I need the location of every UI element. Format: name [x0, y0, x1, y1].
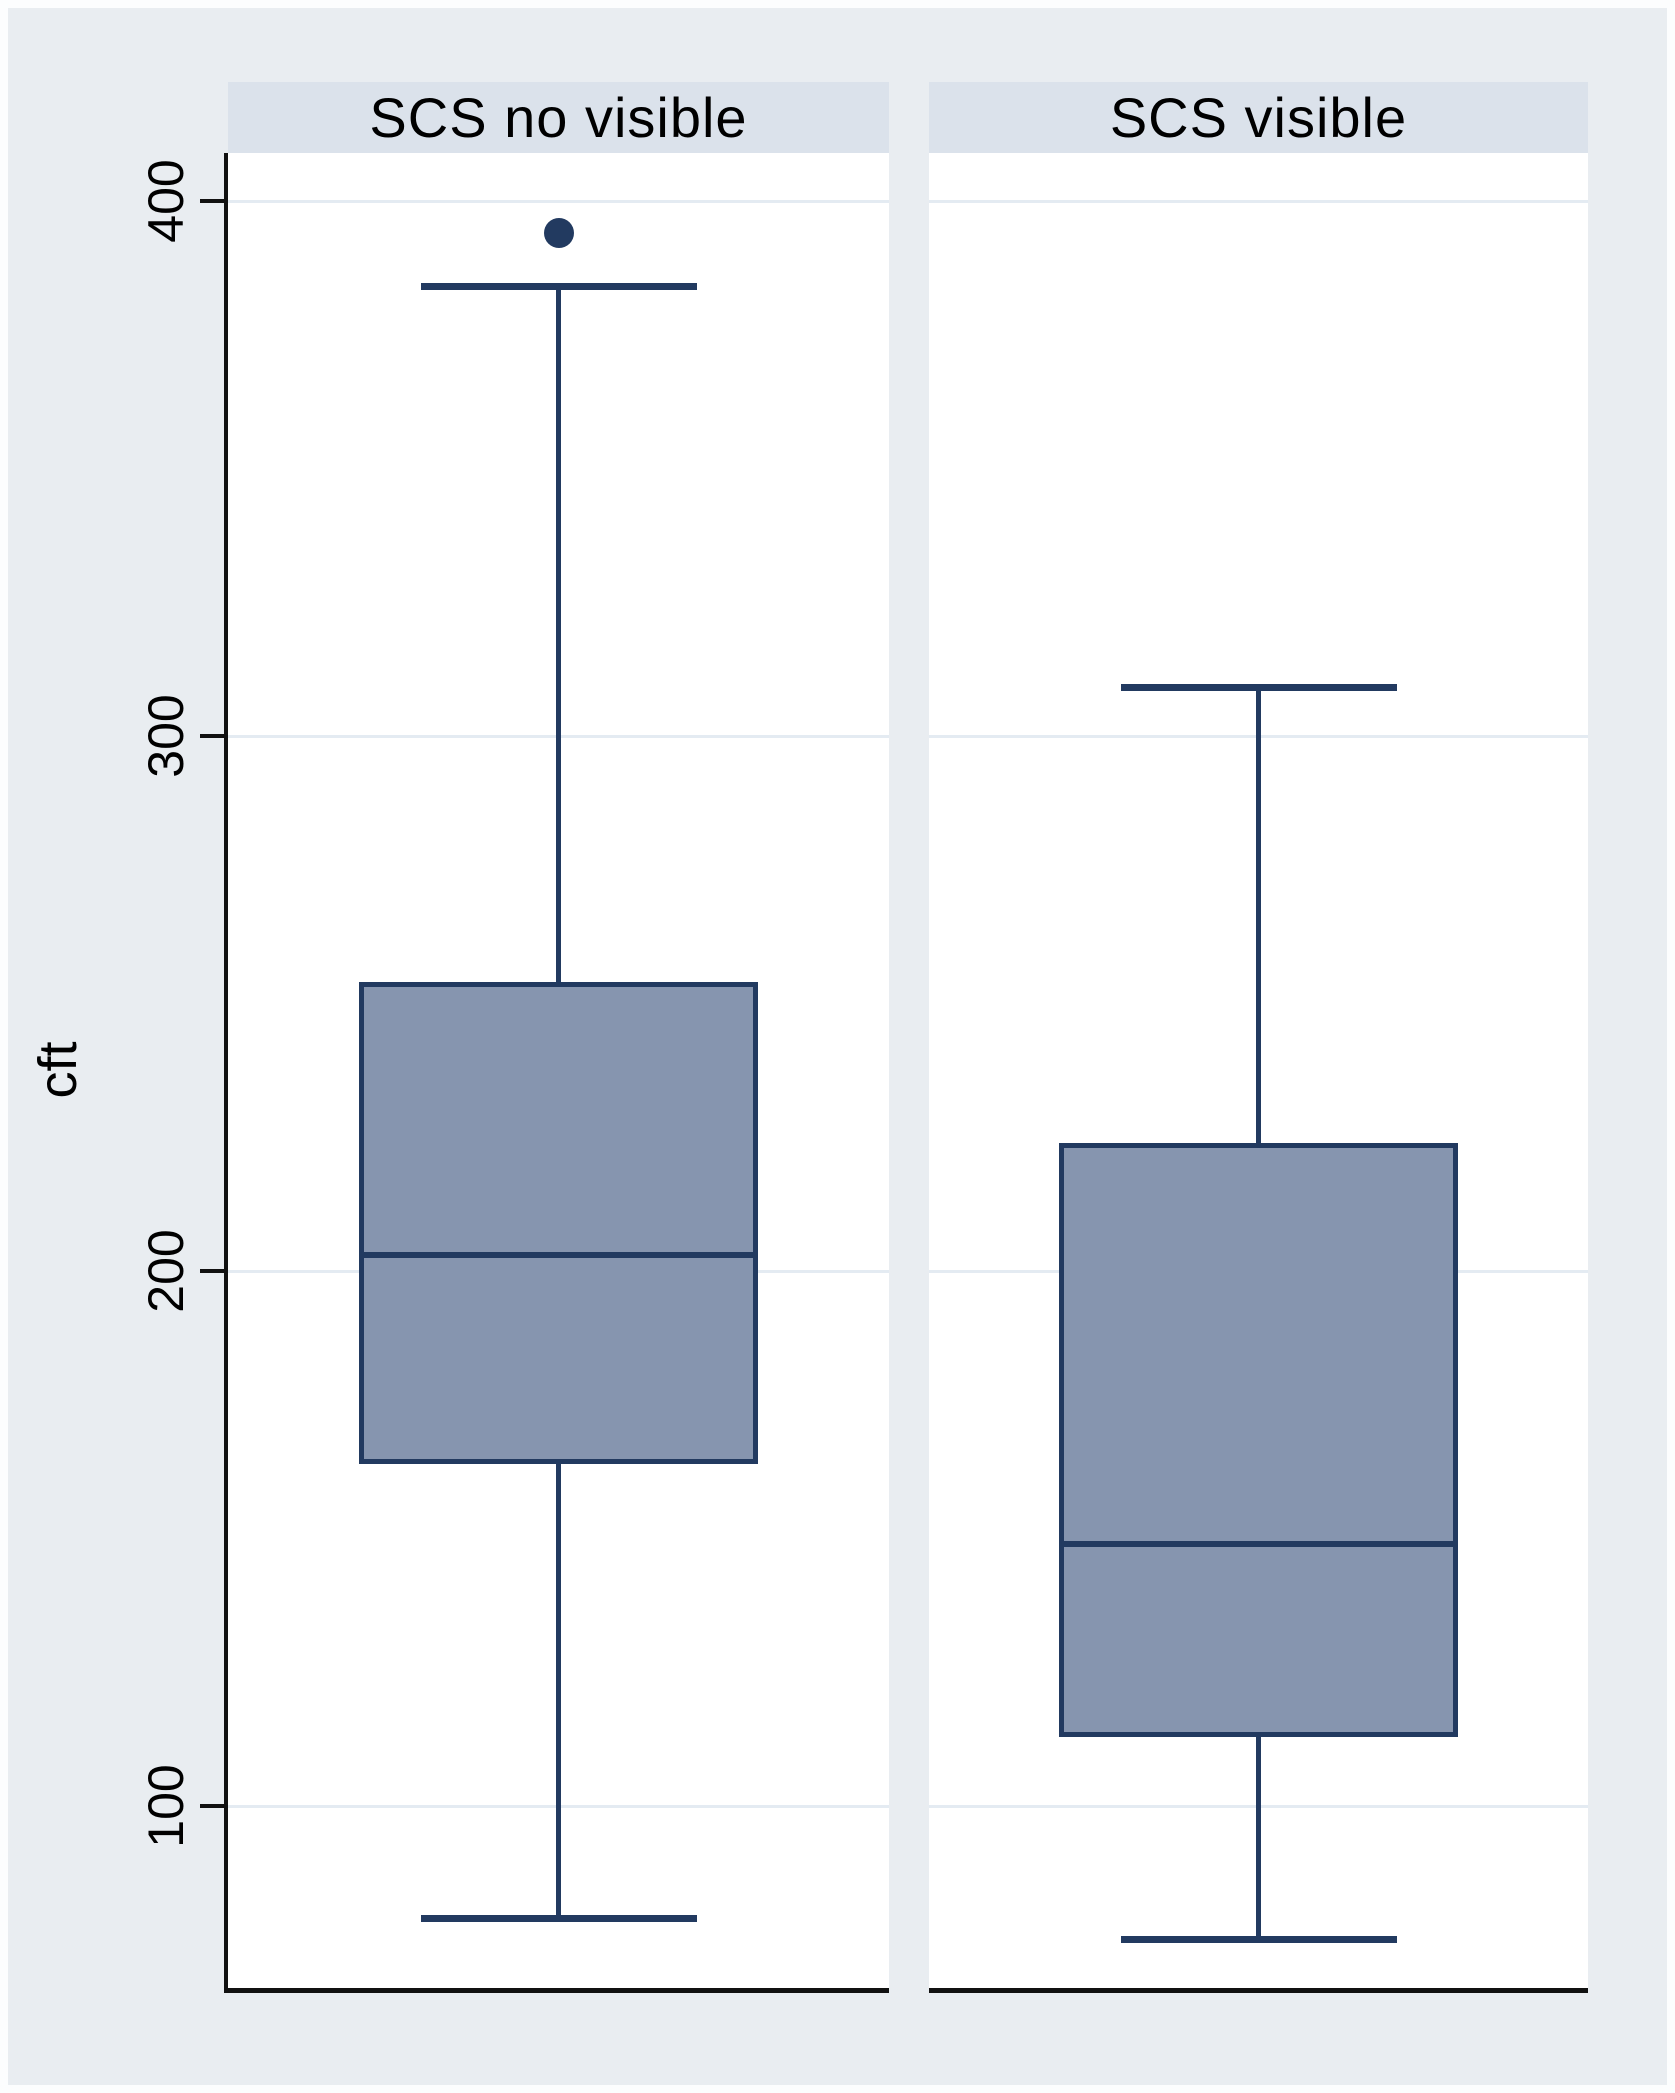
whisker-stem-upper — [1256, 687, 1261, 1143]
y-tick-label: 400 — [138, 159, 194, 243]
whisker-stem-lower — [1256, 1736, 1261, 1940]
y-axis-title: cft — [28, 1041, 88, 1099]
x-axis-line — [929, 1988, 1588, 1993]
y-axis-line — [224, 153, 229, 1993]
median-line — [359, 1252, 758, 1259]
whisker-cap-upper — [1120, 684, 1397, 692]
median-line — [1059, 1540, 1458, 1547]
whisker-cap-lower — [1120, 1936, 1397, 1944]
outlier-dot — [543, 218, 574, 249]
y-tick-label: 300 — [138, 694, 194, 778]
gridline — [929, 199, 1588, 203]
y-tick — [200, 1804, 228, 1809]
panel-header-label: SCS visible — [1109, 86, 1408, 149]
whisker-cap-upper — [420, 283, 697, 291]
whisker-stem-upper — [556, 286, 561, 983]
panel-header: SCS no visible — [228, 82, 889, 153]
iqr-box — [1059, 1142, 1458, 1737]
x-axis-line — [228, 1988, 889, 1993]
iqr-box — [359, 982, 758, 1464]
panel-header: SCS visible — [929, 82, 1588, 153]
panel-header-label: SCS no visible — [369, 86, 748, 149]
y-tick-label: 100 — [138, 1764, 194, 1848]
gridline — [228, 199, 889, 203]
whisker-cap-lower — [420, 1914, 697, 1922]
y-tick — [200, 1269, 228, 1274]
y-tick-label: 200 — [138, 1229, 194, 1313]
whisker-stem-lower — [556, 1463, 561, 1919]
y-tick — [200, 199, 228, 204]
y-tick — [200, 734, 228, 739]
